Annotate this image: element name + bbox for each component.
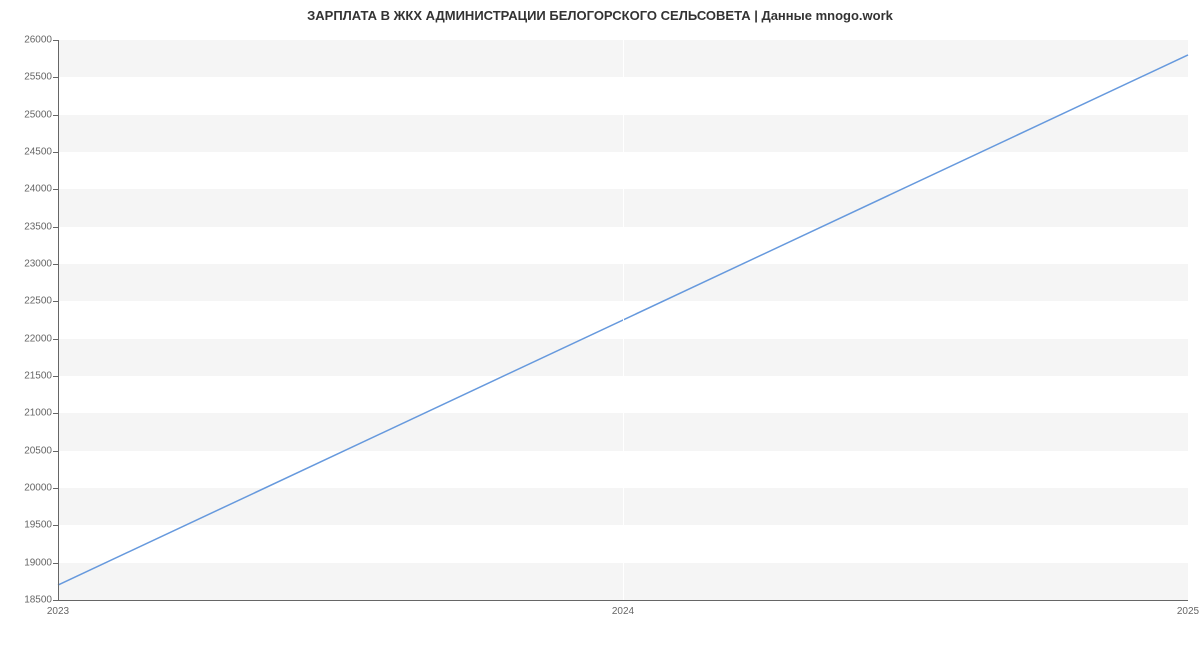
y-tick-label: 23000 bbox=[24, 259, 52, 270]
line-chart: ЗАРПЛАТА В ЖКХ АДМИНИСТРАЦИИ БЕЛОГОРСКОГ… bbox=[0, 0, 1200, 650]
y-tick-label: 19000 bbox=[24, 557, 52, 568]
y-tick-label: 25000 bbox=[24, 109, 52, 120]
x-tick-label: 2024 bbox=[612, 606, 634, 617]
x-tick-label: 2023 bbox=[47, 606, 69, 617]
y-tick-label: 20000 bbox=[24, 483, 52, 494]
y-tick-label: 21500 bbox=[24, 371, 52, 382]
y-tick-label: 19500 bbox=[24, 520, 52, 531]
y-tick-label: 24000 bbox=[24, 184, 52, 195]
y-tick-label: 24500 bbox=[24, 147, 52, 158]
y-tick-label: 22500 bbox=[24, 296, 52, 307]
y-tick-label: 18500 bbox=[24, 595, 52, 606]
chart-title: ЗАРПЛАТА В ЖКХ АДМИНИСТРАЦИИ БЕЛОГОРСКОГ… bbox=[0, 8, 1200, 23]
x-tick-label: 2025 bbox=[1177, 606, 1199, 617]
y-tick-label: 25500 bbox=[24, 72, 52, 83]
x-axis-line bbox=[58, 600, 1188, 601]
y-axis-line bbox=[58, 40, 59, 600]
y-tick-label: 21000 bbox=[24, 408, 52, 419]
plot-area: 1850019000195002000020500210002150022000… bbox=[58, 40, 1188, 600]
y-tick-label: 22000 bbox=[24, 333, 52, 344]
x-grid-line bbox=[623, 40, 624, 600]
y-tick-label: 20500 bbox=[24, 445, 52, 456]
y-tick-label: 26000 bbox=[24, 35, 52, 46]
y-tick-label: 23500 bbox=[24, 221, 52, 232]
